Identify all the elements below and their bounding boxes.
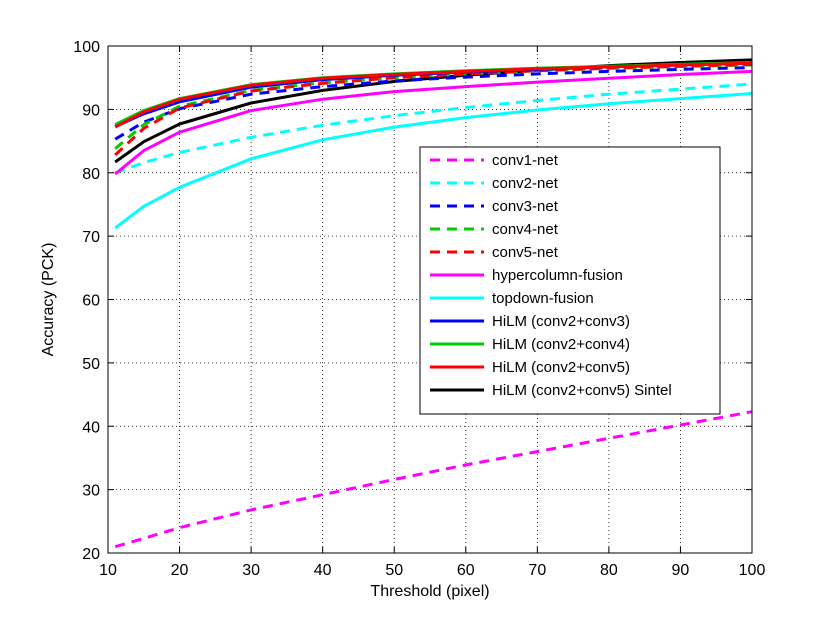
x-tick-label: 60: [457, 562, 475, 579]
x-tick-label: 20: [171, 562, 189, 579]
legend-label-hilm-conv2-conv5-sintel: HiLM (conv2+conv5) Sintel: [492, 382, 672, 399]
x-tick-label: 80: [600, 562, 618, 579]
series-line-hilm-conv2-conv5: [114, 61, 753, 129]
legend-label-conv1-net: conv1-net: [492, 152, 559, 169]
x-tick-label: 100: [739, 562, 766, 579]
x-tick-label: 90: [672, 562, 690, 579]
y-tick-label: 80: [82, 166, 100, 183]
y-axis-label: Accuracy (PCK): [40, 243, 57, 357]
legend-label-conv4-net: conv4-net: [492, 221, 559, 238]
legend-label-hilm-conv2-conv5: HiLM (conv2+conv5): [492, 359, 630, 376]
x-tick-labels: 10 20 30 40 50 60 70 80 90 100: [99, 562, 765, 579]
legend-label-hilm-conv2-conv3: HiLM (conv2+conv3): [492, 313, 630, 330]
legend-label-conv2-net: conv2-net: [492, 175, 559, 192]
x-axis-label: Threshold (pixel): [370, 583, 489, 600]
legend-label-hilm-conv2-conv4: HiLM (conv2+conv4): [492, 336, 630, 353]
series-line-conv1-net: [114, 410, 753, 549]
y-tick-label: 70: [82, 229, 100, 246]
series-line-conv3-net: [114, 66, 753, 141]
axis-ticks: [107, 45, 753, 554]
y-tick-label: 20: [82, 546, 100, 563]
x-tick-label: 30: [242, 562, 260, 579]
x-tick-label: 10: [99, 562, 117, 579]
y-tick-label: 40: [82, 419, 100, 436]
legend-label-topdown-fusion: topdown-fusion: [492, 290, 594, 307]
series-line-hypercolumn-fusion: [114, 69, 753, 176]
x-tick-label: 70: [528, 562, 546, 579]
legend-label-hypercolumn-fusion: hypercolumn-fusion: [492, 267, 623, 284]
y-tick-labels: 20 30 40 50 60 70 80 90 100: [73, 39, 100, 563]
legend: conv1-net conv2-net conv3-net conv4-net conv…: [419, 146, 721, 415]
x-tick-label: 40: [314, 562, 332, 579]
series-line-topdown-fusion: [114, 92, 753, 230]
x-tick-label: 50: [385, 562, 403, 579]
legend-label-conv3-net: conv3-net: [492, 198, 559, 215]
y-tick-label: 60: [82, 293, 100, 310]
y-tick-label: 50: [82, 356, 100, 373]
y-tick-label: 100: [73, 39, 100, 56]
y-tick-label: 90: [82, 102, 100, 119]
series-lines: [114, 58, 753, 549]
legend-box: [419, 146, 721, 415]
legend-label-conv5-net: conv5-net: [492, 244, 559, 261]
series-line-conv2-net: [114, 82, 753, 175]
y-tick-label: 30: [82, 483, 100, 500]
